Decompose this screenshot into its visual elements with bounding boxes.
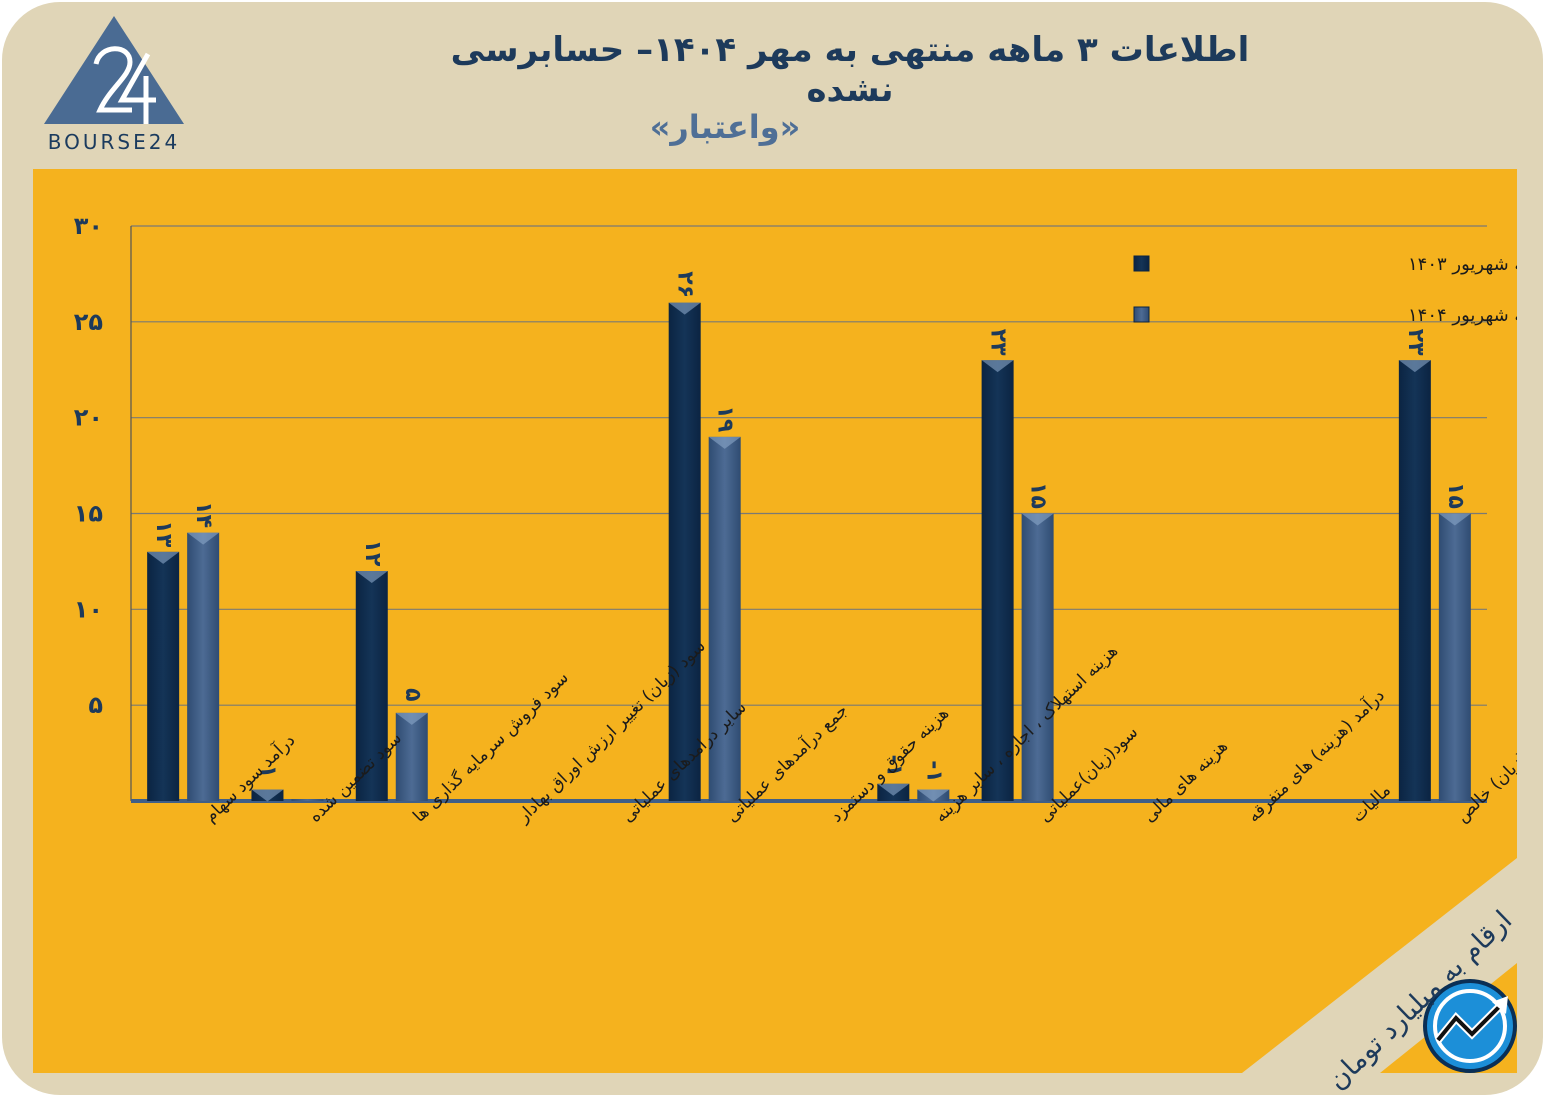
bar-1404: [187, 532, 220, 801]
data-label: ۲۳: [1403, 329, 1428, 356]
bar-1403: [355, 571, 388, 801]
bar-cap: [981, 360, 1014, 373]
y-tick-label: ۲۰: [74, 404, 103, 432]
y-tick-label: ۵: [88, 691, 103, 719]
data-label: ۱۵: [1443, 482, 1468, 509]
bar-1403: [668, 302, 701, 801]
data-label: ۵: [400, 688, 425, 701]
data-label: ۲۶: [673, 271, 698, 298]
bar-1404: [395, 712, 428, 801]
data-label: ۲۳: [986, 329, 1011, 356]
y-tick-label: ۲۵: [74, 308, 103, 336]
bar-cap: [668, 302, 701, 315]
bar-1403: [1398, 360, 1431, 801]
data-label: -۱: [921, 760, 946, 783]
legend-label: عملکرد منتهی به شهریور ۱۴۰۴: [1408, 305, 1517, 326]
data-label: ۱: [255, 765, 280, 778]
bar-1403: [147, 551, 180, 801]
bar-1403: [981, 360, 1014, 801]
bar-cap: [187, 532, 220, 545]
bourse24-logo: [44, 16, 184, 124]
y-tick-label: ۳۰: [74, 212, 103, 240]
data-label: ۱۲: [360, 540, 385, 567]
data-label: ۱۵: [1026, 482, 1051, 509]
bar-cap: [355, 571, 388, 583]
y-tick-label: ۱۵: [74, 500, 103, 528]
y-tick-label: ۱۰: [74, 595, 103, 623]
bar-1404: [708, 436, 741, 801]
bar-cap: [1438, 513, 1471, 526]
bar-cap: [147, 551, 180, 564]
legend-swatch: [1133, 255, 1150, 272]
legend-label: عملکرد منتهی به شهریور ۱۴۰۳: [1408, 254, 1517, 275]
bar-cap: [1021, 513, 1054, 526]
company-name: «واعتبار»: [649, 108, 801, 146]
data-label: ۱۴: [191, 501, 216, 528]
bar-cap: [395, 712, 428, 725]
bar-1404: [291, 799, 324, 801]
bar-cap: [877, 783, 910, 796]
bar-1404: [1438, 513, 1471, 801]
bar-1404: [1021, 513, 1054, 801]
data-label: ۱۹: [713, 405, 738, 432]
page-title: اطلاعات ۳ ماهه منتهی به مهر ۱۴۰۴– حسابرس…: [450, 30, 1250, 110]
data-label: ۱۳: [151, 520, 176, 547]
legend-swatch: [1133, 306, 1150, 323]
bar-cap: [251, 789, 284, 802]
bar-cap: [708, 436, 741, 449]
bar-cap: [917, 789, 950, 802]
data-label: -۱: [881, 754, 906, 777]
bar-cap: [1398, 360, 1431, 373]
chart-panel: ۵ ۱۰ ۱۵ ۲۰ ۲۵ ۳۰ ۱۳ ۱ ۱۲ ۲۶ -۱ ۲۳ ۲۳ ۱۴ ۵ ۱۹ -۱ ۱۵ ۱۵ درآمد…: [33, 169, 1517, 1073]
logo-text: BOURSE24: [47, 130, 181, 154]
